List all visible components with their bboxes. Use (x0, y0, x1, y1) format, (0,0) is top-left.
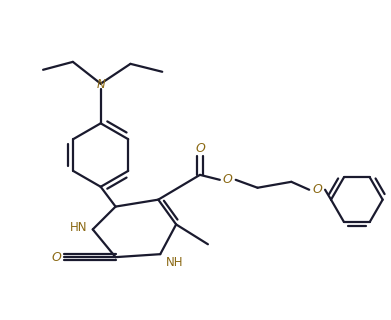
Text: NH: NH (165, 256, 183, 268)
Text: O: O (312, 183, 322, 196)
Text: O: O (223, 173, 233, 186)
Text: O: O (51, 251, 61, 264)
Text: N: N (96, 78, 105, 91)
Text: HN: HN (70, 221, 88, 234)
Text: O: O (195, 142, 205, 155)
